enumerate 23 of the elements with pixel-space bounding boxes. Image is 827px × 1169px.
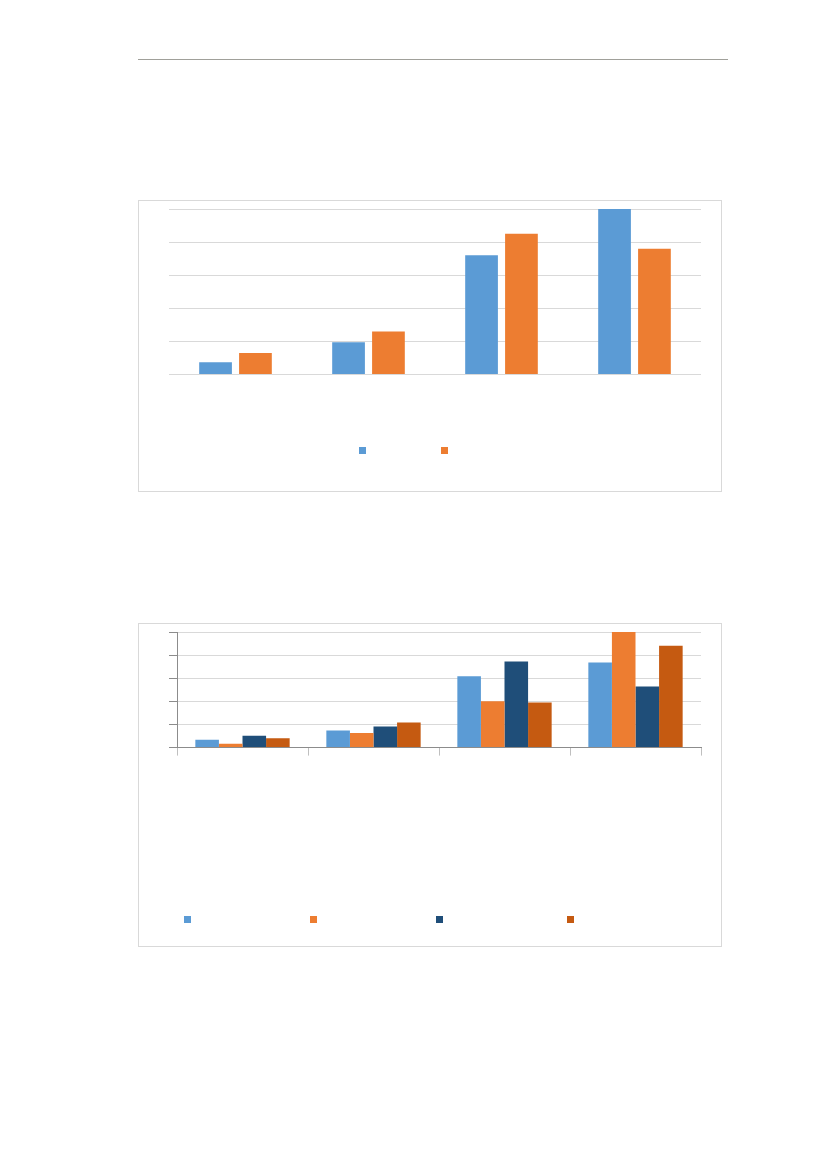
bar [372,331,405,375]
bar [598,209,631,375]
bar [588,662,612,748]
bar [465,255,498,375]
bar [199,362,232,375]
bar [505,233,538,375]
bar [638,248,671,375]
bar [266,738,290,748]
bar [242,735,267,748]
bar [635,686,660,748]
bar [480,701,505,748]
bar [373,726,398,748]
bar [332,342,365,375]
bar [195,739,219,748]
bar [659,645,683,748]
bar [504,661,529,748]
bar [397,722,421,748]
bar [349,732,374,748]
bar [326,730,350,748]
bar [611,632,636,748]
bar [457,676,481,748]
bar [528,702,552,748]
bar [239,353,272,375]
